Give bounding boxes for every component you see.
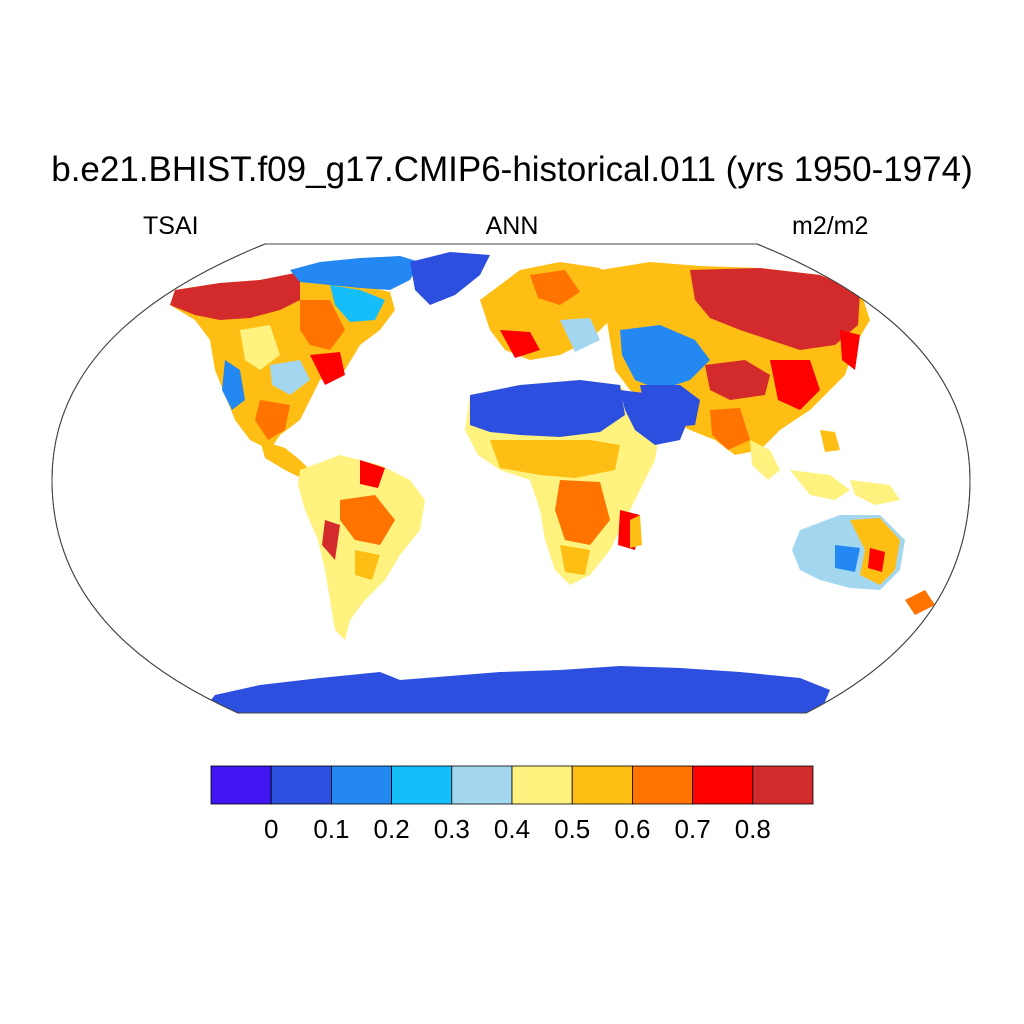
colorbar-box bbox=[692, 765, 754, 805]
colorbar-tick-label: 0.5 bbox=[554, 814, 591, 844]
colorbar bbox=[210, 765, 814, 805]
colorbar-tick-label: 0.3 bbox=[433, 814, 470, 844]
colorbar-box bbox=[511, 765, 573, 805]
north-america-landmass bbox=[170, 272, 395, 450]
colorbar-tick-label: 0 bbox=[263, 814, 279, 844]
colorbar-tick-label: 0.4 bbox=[493, 814, 531, 844]
units-label: m2/m2 bbox=[792, 212, 869, 240]
southeast-asia-islands bbox=[790, 330, 900, 505]
colorbar-tick-label: 0.8 bbox=[734, 814, 771, 844]
variable-name-label: TSAI bbox=[143, 212, 199, 240]
colorbar-box bbox=[451, 765, 513, 805]
plot-title: b.e21.BHIST.f09_g17.CMIP6-historical.011… bbox=[51, 150, 973, 189]
australia-landmass bbox=[792, 515, 905, 590]
colorbar-tick-label: 0.6 bbox=[614, 814, 651, 844]
season-label: ANN bbox=[485, 212, 539, 240]
antarctica-landmass bbox=[200, 666, 830, 713]
colorbar-box bbox=[330, 765, 392, 805]
europe-landmass bbox=[480, 262, 620, 360]
colorbar-tick-label: 0.1 bbox=[313, 814, 350, 844]
colorbar-box bbox=[210, 765, 272, 805]
colorbar-box bbox=[270, 765, 332, 805]
madagascar-landmass bbox=[630, 515, 642, 548]
colorbar-box bbox=[632, 765, 694, 805]
map-border bbox=[51, 243, 971, 714]
colorbar-box bbox=[752, 765, 814, 805]
new-zealand-landmass bbox=[905, 590, 935, 615]
south-america-landmass bbox=[298, 455, 425, 640]
colorbar-box bbox=[391, 765, 453, 805]
colorbar-box bbox=[571, 765, 633, 805]
arctic-landmass bbox=[290, 252, 490, 322]
colorbar-tick-label: 0.2 bbox=[373, 814, 410, 844]
arabia-landmass bbox=[620, 390, 690, 445]
colorbar-tick-label: 0.7 bbox=[674, 814, 711, 844]
africa-landmass bbox=[465, 380, 660, 585]
